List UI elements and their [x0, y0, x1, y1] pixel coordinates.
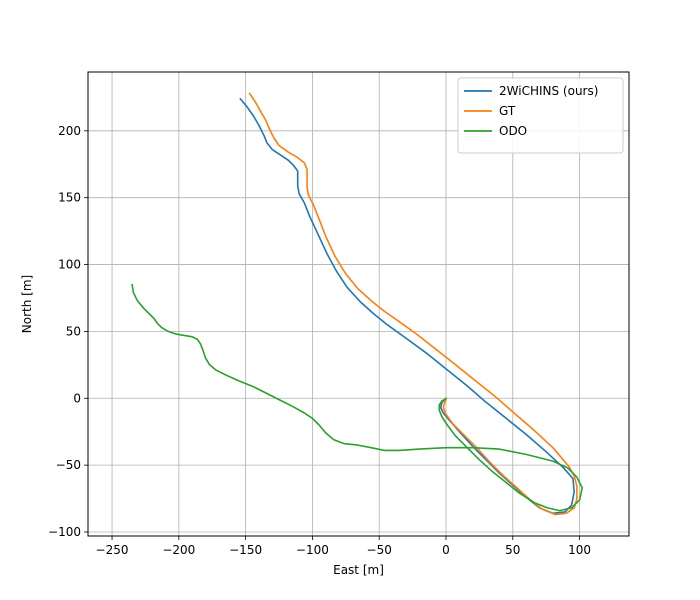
plot-frame	[87, 71, 630, 537]
y-axis-label: North [m]	[20, 275, 34, 333]
series-line-odo	[131, 283, 584, 512]
x-tick-label: 50	[505, 543, 520, 557]
series-layer	[131, 92, 584, 516]
legend-label: ODO	[499, 124, 527, 138]
legend-label: 2WiCHINS (ours)	[499, 84, 598, 98]
y-tick-label: −100	[48, 525, 81, 539]
y-tick-label: 200	[58, 124, 81, 138]
y-tick-label: 150	[58, 191, 81, 205]
x-tick-label: −50	[367, 543, 392, 557]
y-tick-label: 0	[73, 391, 81, 405]
x-tick-label: 0	[442, 543, 450, 557]
x-tick-label: −250	[96, 543, 129, 557]
x-tick-label: −100	[296, 543, 329, 557]
x-tick-label: −200	[162, 543, 195, 557]
series-line-2wichins-ours	[239, 97, 576, 515]
legend-box	[457, 77, 624, 154]
x-tick-label: 100	[568, 543, 591, 557]
x-tick-label: −150	[229, 543, 262, 557]
y-tick-label: −50	[56, 458, 81, 472]
y-tick-label: 50	[66, 324, 81, 338]
legend-label: GT	[499, 104, 516, 118]
legend: 2WiCHINS (ours) GT ODO	[457, 77, 624, 154]
y-tick-label: 100	[58, 258, 81, 272]
series-line-gt	[248, 92, 578, 516]
x-axis-label: East [m]	[333, 563, 384, 577]
ticks: −250 −200 −150 −100 −50 0 50 100 −100 −50 0 50 100 15…	[48, 124, 591, 557]
